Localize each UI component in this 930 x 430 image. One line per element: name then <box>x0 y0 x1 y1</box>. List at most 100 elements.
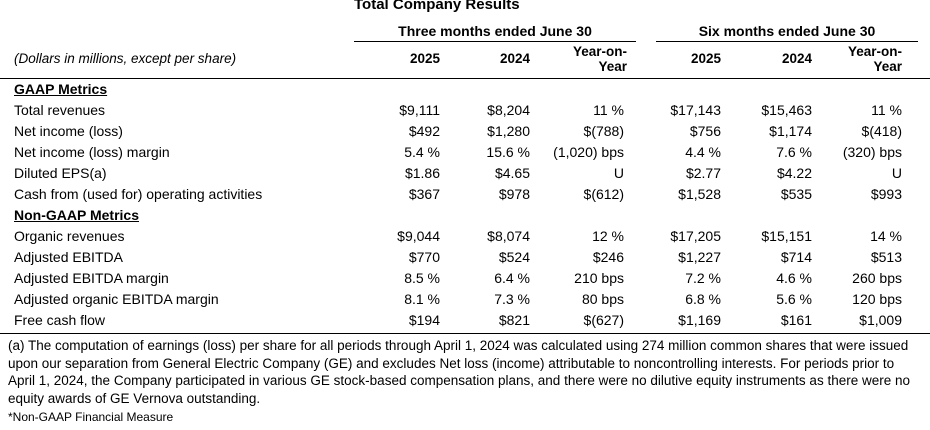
col-header-h-2025: 2025 <box>690 51 721 66</box>
period-header-six-months: Six months ended June 30 <box>656 23 918 42</box>
footnote-text: (a) The computation of earnings (loss) p… <box>8 338 910 406</box>
table-row: Organic revenues $9,044 $8,074 12 % $17,205 $… <box>0 226 930 247</box>
cell-q-yoy: 80 bps <box>581 291 624 307</box>
period-header-three-months: Three months ended June 30 <box>354 23 636 42</box>
cell-h-2024: $15,151 <box>761 228 812 244</box>
col-header-h-yoy-line1: Year-on- <box>847 44 902 59</box>
cell-q-2025: 5.4 % <box>404 144 440 160</box>
cell-q-2025: $194 <box>408 312 440 328</box>
footnote: (a) The computation of earnings (loss) p… <box>8 337 918 407</box>
row-label: Net income (loss) margin <box>14 144 170 160</box>
cell-h-2024: $535 <box>780 186 812 202</box>
cell-h-yoy: 14 % <box>870 228 902 244</box>
cell-q-2025: $492 <box>408 123 440 139</box>
cell-q-2025: $1.86 <box>404 165 440 181</box>
cell-h-2024: $714 <box>780 249 812 265</box>
row-label: Cash from (used for) operating activitie… <box>14 186 263 202</box>
cell-h-2025: 4.4 % <box>685 144 721 160</box>
table-row: Free cash flow $194 $821 $(627) $1,169 $161 $1… <box>0 310 930 331</box>
units-note: (Dollars in millions, except per share) <box>14 51 237 66</box>
cell-h-2024: $161 <box>780 312 812 328</box>
col-header-q-yoy-line2: Year <box>598 59 627 74</box>
row-label: Organic revenues <box>14 228 125 244</box>
row-label: Adjusted organic EBITDA margin <box>14 291 219 307</box>
cell-h-yoy: $1,009 <box>859 312 902 328</box>
cell-h-yoy: $(418) <box>861 123 902 139</box>
cell-q-2025: 8.1 % <box>404 291 440 307</box>
cell-h-2025: $1,227 <box>678 249 721 265</box>
cell-h-yoy: $993 <box>870 186 902 202</box>
metrics-table: GAAP Metrics Total revenues $9,111 $8,204 11… <box>0 78 930 331</box>
col-header-h-yoy: Year-on- Year <box>848 44 902 74</box>
table-row: Net income (loss) margin 5.4 % 15.6 % (1,02… <box>0 142 930 163</box>
cell-h-2025: $756 <box>689 123 721 139</box>
table-row: Adjusted EBITDA margin 8.5 % 6.4 % 210 bps 7… <box>0 268 930 289</box>
cell-q-2025: 8.5 % <box>404 270 440 286</box>
cell-h-2025: $1,169 <box>678 312 721 328</box>
cell-h-yoy: 120 bps <box>852 291 902 307</box>
col-header-h-yoy-line2: Year <box>873 59 902 74</box>
cell-q-yoy: (1,020) bps <box>553 144 624 160</box>
row-label: Adjusted EBITDA <box>14 249 123 265</box>
table-bottom-rule <box>0 333 930 334</box>
cell-q-2024: $4.65 <box>494 165 530 181</box>
cell-q-2024: $8,074 <box>487 228 530 244</box>
cell-q-2024: 7.3 % <box>494 291 530 307</box>
cell-q-yoy: 12 % <box>592 228 624 244</box>
section-title: Non-GAAP Metrics <box>14 207 139 223</box>
table-row: Diluted EPS(a) $1.86 $4.65 U $2.77 $4.22 U <box>0 163 930 184</box>
table-title: Total Company Results <box>354 0 520 13</box>
cell-h-2024: $15,463 <box>761 102 812 118</box>
cell-q-2024: $821 <box>498 312 530 328</box>
col-header-h-2024: 2024 <box>781 51 812 66</box>
cell-h-2024: 5.6 % <box>776 291 812 307</box>
row-label: Total revenues <box>14 102 106 118</box>
table-row: Adjusted organic EBITDA margin 8.1 % 7.3 %… <box>0 289 930 310</box>
cell-q-yoy: $(627) <box>583 312 624 328</box>
section-header-row: Non-GAAP Metrics <box>0 205 930 226</box>
cell-h-yoy: 260 bps <box>852 270 902 286</box>
cell-h-2024: 7.6 % <box>776 144 812 160</box>
cell-h-2024: $4.22 <box>776 165 812 181</box>
cell-h-yoy: 11 % <box>871 102 902 118</box>
row-label: Diluted EPS(a) <box>14 165 107 181</box>
cell-q-2024: $978 <box>498 186 530 202</box>
cell-h-yoy: $513 <box>870 249 902 265</box>
row-label: Free cash flow <box>14 312 106 328</box>
cell-q-2025: $770 <box>408 249 440 265</box>
cell-q-2024: $8,204 <box>487 102 530 118</box>
cell-q-2024: 6.4 % <box>494 270 530 286</box>
non-gaap-note: *Non-GAAP Financial Measure <box>8 410 174 424</box>
table-row: Net income (loss) $492 $1,280 $(788) $756 $1,… <box>0 121 930 142</box>
cell-q-2025: $9,111 <box>399 102 440 118</box>
table-row: Cash from (used for) operating activitie… <box>0 184 930 205</box>
cell-h-2025: 7.2 % <box>685 270 721 286</box>
col-header-q-2024: 2024 <box>499 51 530 66</box>
col-header-q-yoy: Year-on- Year <box>573 44 627 74</box>
col-header-q-yoy-line1: Year-on- <box>572 44 627 59</box>
cell-q-2025: $9,044 <box>397 228 440 244</box>
cell-q-yoy: $(788) <box>583 123 624 139</box>
col-header-q-2025: 2025 <box>409 51 440 66</box>
cell-q-2025: $367 <box>408 186 440 202</box>
table-row: Adjusted EBITDA $770 $524 $246 $1,227 $714 $51… <box>0 247 930 268</box>
cell-q-yoy: $(612) <box>583 186 624 202</box>
cell-h-2025: $17,143 <box>670 102 721 118</box>
cell-q-2024: $1,280 <box>487 123 530 139</box>
cell-q-yoy: 11 % <box>593 102 624 118</box>
section-title: GAAP Metrics <box>14 81 108 97</box>
cell-q-yoy: $246 <box>592 249 624 265</box>
cell-h-2024: $1,174 <box>769 123 812 139</box>
cell-h-2025: 6.8 % <box>685 291 721 307</box>
cell-q-2024: $524 <box>498 249 530 265</box>
cell-h-yoy: U <box>891 165 902 181</box>
cell-q-yoy: 210 bps <box>574 270 624 286</box>
row-label: Adjusted EBITDA margin <box>14 270 169 286</box>
cell-h-2025: $17,205 <box>670 228 721 244</box>
cell-h-2024: 4.6 % <box>776 270 812 286</box>
cell-h-2025: $2.77 <box>685 165 721 181</box>
cell-q-2024: 15.6 % <box>486 144 530 160</box>
cell-h-2025: $1,528 <box>678 186 721 202</box>
section-header-row: GAAP Metrics <box>0 78 930 100</box>
